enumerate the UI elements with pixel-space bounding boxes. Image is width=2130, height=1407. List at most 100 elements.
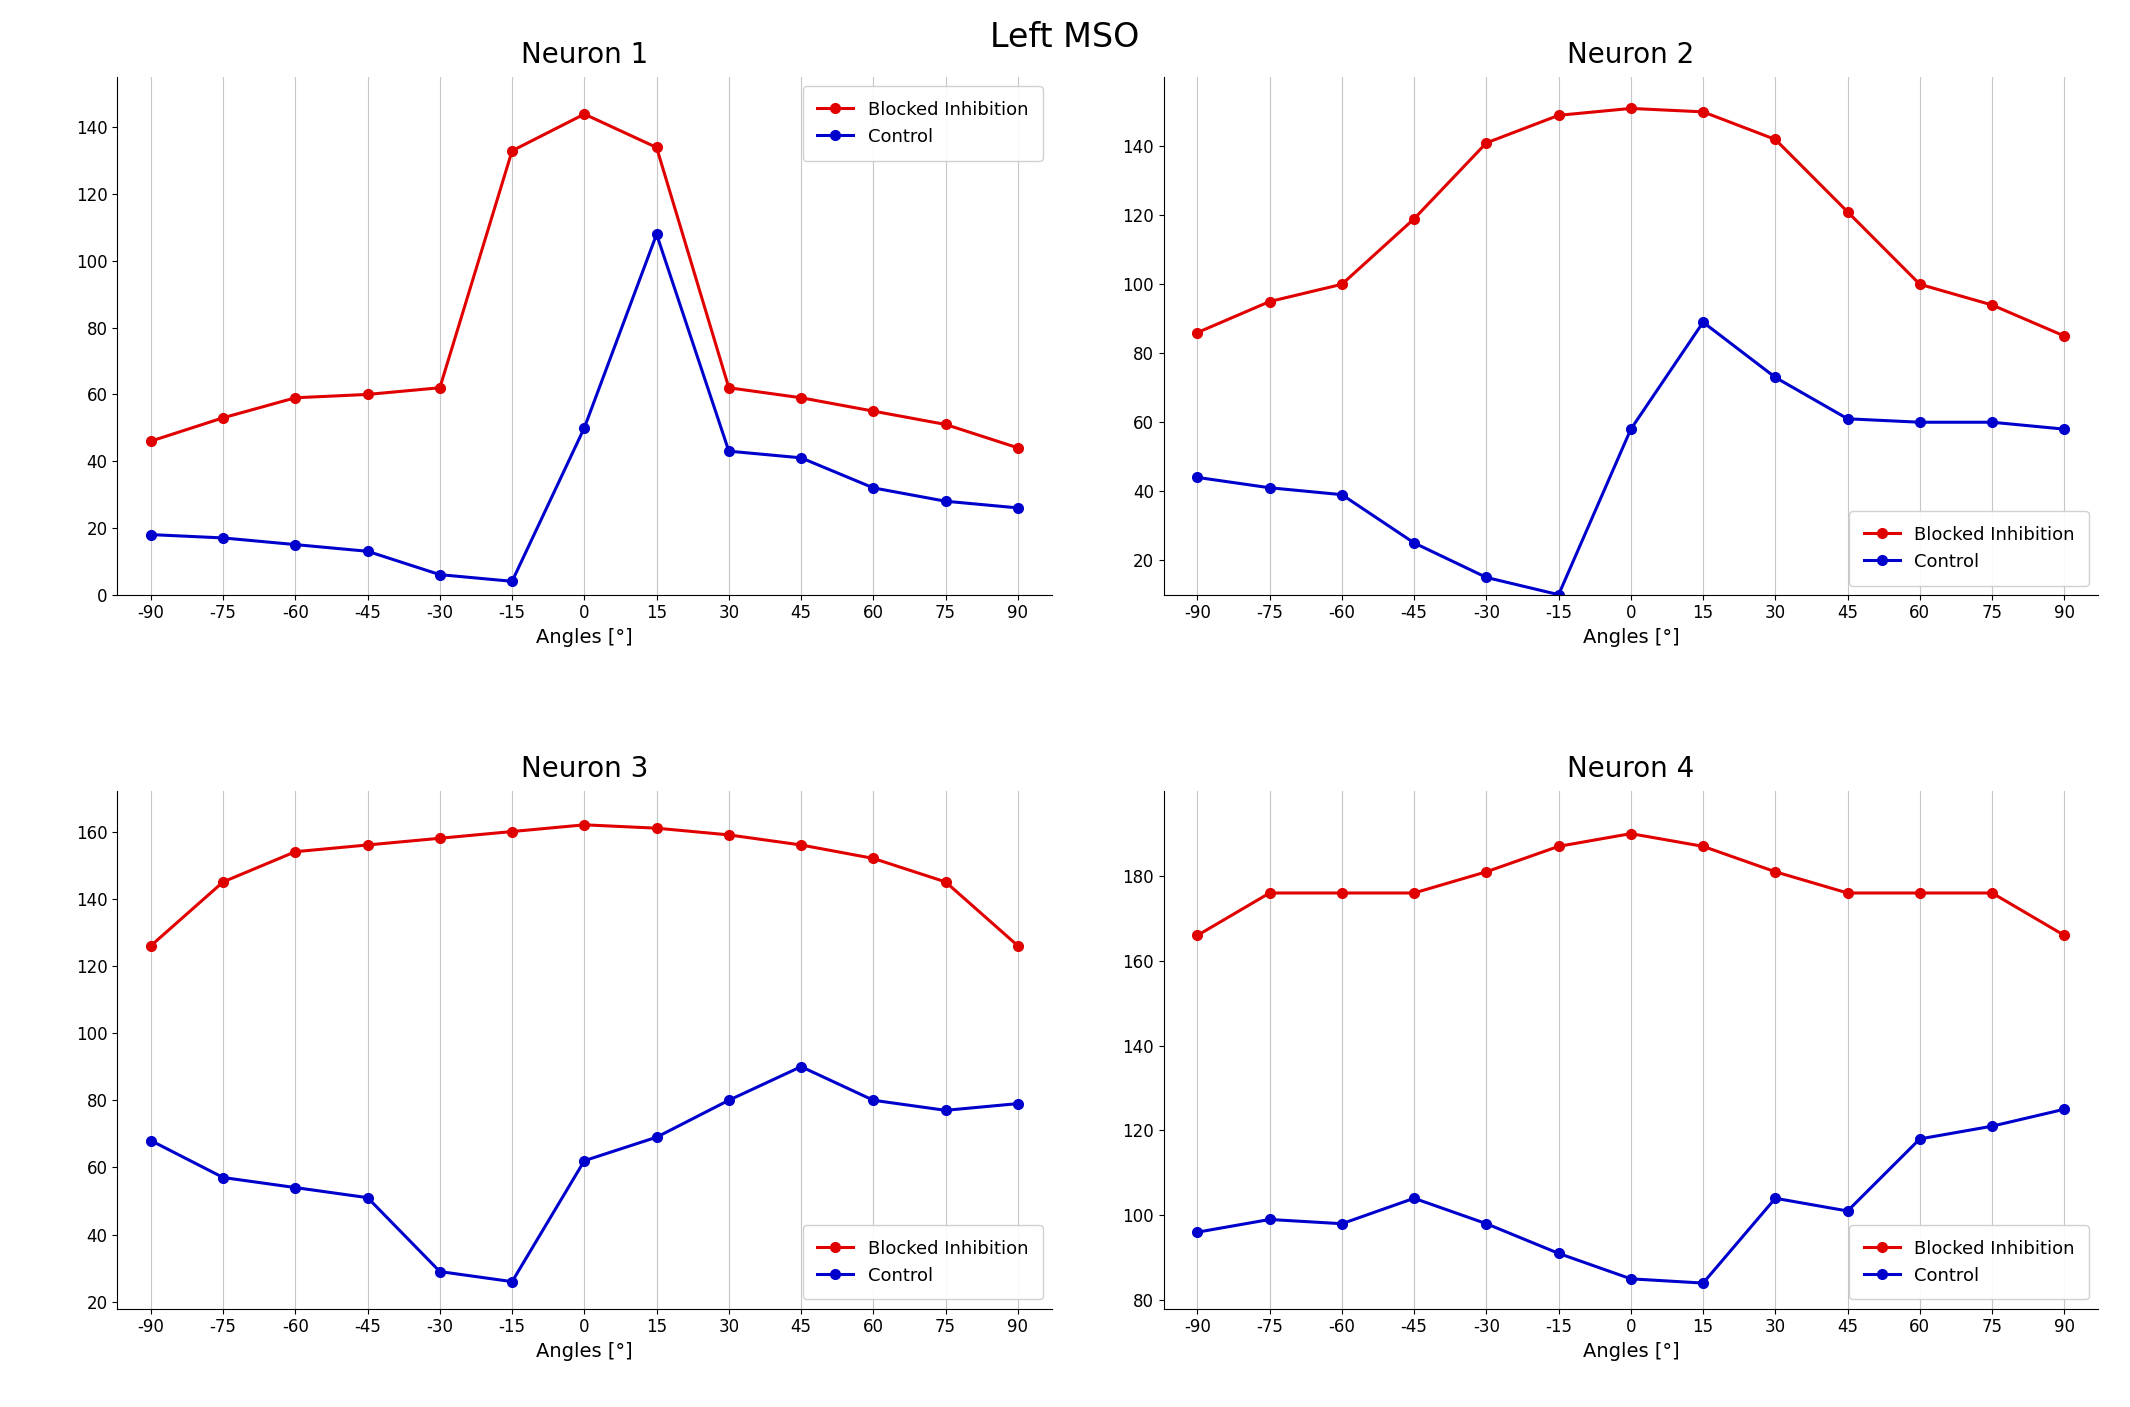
Legend: Blocked Inhibition, Control: Blocked Inhibition, Control xyxy=(803,86,1042,160)
Control xyxy=(2051,1100,2077,1117)
Blocked Inhibition xyxy=(643,139,669,156)
Control xyxy=(1257,480,1282,497)
X-axis label: Angles [°]: Angles [°] xyxy=(1583,1342,1678,1361)
Control xyxy=(1979,1117,2004,1134)
Control xyxy=(356,543,381,560)
Blocked Inhibition xyxy=(1474,135,1500,152)
Blocked Inhibition xyxy=(1834,204,1859,221)
Control xyxy=(1329,1216,1355,1233)
Control xyxy=(498,1273,524,1290)
Control xyxy=(1329,487,1355,504)
Blocked Inhibition xyxy=(1979,297,2004,314)
Control xyxy=(788,1058,814,1075)
Blocked Inhibition xyxy=(1834,885,1859,902)
Blocked Inhibition xyxy=(716,826,741,843)
Blocked Inhibition xyxy=(1329,276,1355,293)
Legend: Blocked Inhibition, Control: Blocked Inhibition, Control xyxy=(1849,1225,2090,1300)
Control xyxy=(283,536,309,553)
Blocked Inhibition xyxy=(1402,210,1427,227)
Blocked Inhibition xyxy=(1005,937,1031,954)
Control xyxy=(356,1189,381,1206)
Control xyxy=(1906,1130,1932,1147)
Blocked Inhibition xyxy=(1619,100,1644,117)
Blocked Inhibition xyxy=(1762,131,1787,148)
Blocked Inhibition xyxy=(2051,328,2077,345)
Control xyxy=(643,1128,669,1145)
Blocked Inhibition xyxy=(571,816,596,833)
X-axis label: Angles [°]: Angles [°] xyxy=(1583,628,1678,647)
Control xyxy=(1619,421,1644,438)
Blocked Inhibition xyxy=(211,409,236,426)
Blocked Inhibition xyxy=(861,402,886,419)
Line: Blocked Inhibition: Blocked Inhibition xyxy=(1193,829,2068,940)
Blocked Inhibition xyxy=(1619,825,1644,841)
Control xyxy=(643,225,669,242)
Blocked Inhibition xyxy=(716,380,741,397)
Control xyxy=(571,1152,596,1169)
Blocked Inhibition xyxy=(211,874,236,891)
Blocked Inhibition xyxy=(356,386,381,402)
Blocked Inhibition xyxy=(498,142,524,159)
Control xyxy=(1762,1190,1787,1207)
Legend: Blocked Inhibition, Control: Blocked Inhibition, Control xyxy=(803,1225,1042,1300)
Blocked Inhibition xyxy=(1691,839,1717,855)
Control xyxy=(933,492,959,509)
Control xyxy=(1979,414,2004,431)
Blocked Inhibition xyxy=(283,843,309,860)
Blocked Inhibition xyxy=(571,106,596,122)
Control xyxy=(428,566,454,582)
Control xyxy=(138,1133,164,1150)
Blocked Inhibition xyxy=(788,837,814,854)
Control xyxy=(1402,535,1427,552)
Control xyxy=(1402,1190,1427,1207)
Blocked Inhibition xyxy=(498,823,524,840)
Line: Control: Control xyxy=(147,1062,1022,1286)
Control xyxy=(1834,1203,1859,1220)
Title: Neuron 2: Neuron 2 xyxy=(1568,41,1695,69)
Blocked Inhibition xyxy=(1546,107,1572,124)
Control xyxy=(1546,587,1572,604)
Blocked Inhibition xyxy=(933,416,959,433)
Control xyxy=(861,1092,886,1109)
Title: Neuron 4: Neuron 4 xyxy=(1568,756,1695,784)
Blocked Inhibition xyxy=(1762,864,1787,881)
Control xyxy=(211,529,236,546)
Legend: Blocked Inhibition, Control: Blocked Inhibition, Control xyxy=(1849,511,2090,585)
Control xyxy=(2051,421,2077,438)
Blocked Inhibition xyxy=(428,830,454,847)
Control xyxy=(498,573,524,590)
Control xyxy=(1257,1211,1282,1228)
Control xyxy=(716,443,741,460)
Blocked Inhibition xyxy=(933,874,959,891)
Line: Blocked Inhibition: Blocked Inhibition xyxy=(147,110,1022,453)
Blocked Inhibition xyxy=(1257,885,1282,902)
Control xyxy=(211,1169,236,1186)
Control xyxy=(1474,568,1500,585)
Blocked Inhibition xyxy=(138,937,164,954)
Control xyxy=(1005,499,1031,516)
Control xyxy=(1691,314,1717,331)
Control xyxy=(1546,1245,1572,1262)
Control xyxy=(428,1263,454,1280)
Blocked Inhibition xyxy=(428,380,454,397)
Blocked Inhibition xyxy=(1257,293,1282,310)
Blocked Inhibition xyxy=(643,820,669,837)
Control xyxy=(933,1102,959,1119)
Blocked Inhibition xyxy=(1329,885,1355,902)
Control xyxy=(1906,414,1932,431)
Blocked Inhibition xyxy=(1184,927,1210,944)
Blocked Inhibition xyxy=(1474,864,1500,881)
Blocked Inhibition xyxy=(283,390,309,407)
Title: Neuron 3: Neuron 3 xyxy=(520,756,648,784)
Control xyxy=(861,480,886,497)
Blocked Inhibition xyxy=(1005,439,1031,456)
Control xyxy=(1184,469,1210,485)
Control xyxy=(1619,1271,1644,1287)
Line: Control: Control xyxy=(1193,1104,2068,1287)
Control xyxy=(716,1092,741,1109)
Blocked Inhibition xyxy=(788,390,814,407)
Control xyxy=(1184,1224,1210,1241)
Blocked Inhibition xyxy=(1546,839,1572,855)
X-axis label: Angles [°]: Angles [°] xyxy=(537,1342,633,1361)
Control xyxy=(283,1179,309,1196)
